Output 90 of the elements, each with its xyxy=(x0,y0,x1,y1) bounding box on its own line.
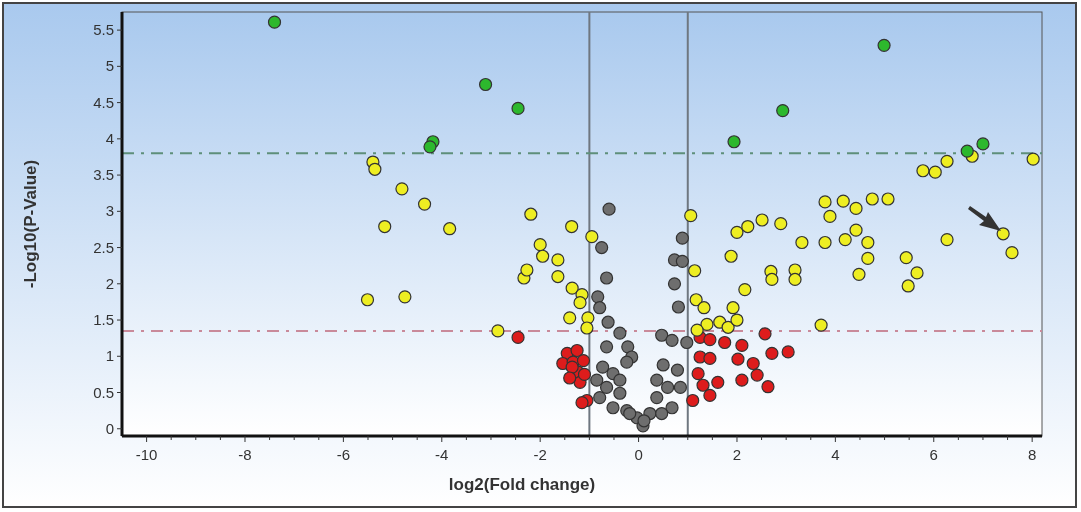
point xyxy=(691,367,705,381)
point xyxy=(602,202,616,216)
point xyxy=(590,373,604,387)
point xyxy=(570,343,584,358)
point xyxy=(781,345,795,359)
point xyxy=(606,401,620,415)
point xyxy=(758,327,772,341)
point xyxy=(675,231,689,245)
point xyxy=(661,380,675,395)
y-tick-label: 4.5 xyxy=(93,93,114,111)
point xyxy=(670,363,685,377)
point xyxy=(655,328,669,342)
point xyxy=(696,378,710,392)
point xyxy=(656,358,670,372)
x-tick-label: 6 xyxy=(929,446,938,463)
point xyxy=(613,373,627,387)
point xyxy=(620,355,634,369)
point xyxy=(511,101,525,115)
point xyxy=(735,373,749,387)
point xyxy=(735,338,749,352)
point xyxy=(650,390,664,405)
point xyxy=(673,380,687,395)
x-tick-label: 8 xyxy=(1027,446,1037,463)
point xyxy=(511,330,525,345)
point xyxy=(563,371,577,385)
y-tick-label: 2 xyxy=(105,274,114,292)
point xyxy=(613,386,627,400)
x-tick-label: 2 xyxy=(732,446,742,463)
point xyxy=(776,103,790,118)
point xyxy=(765,346,779,360)
y-tick-label: 1.5 xyxy=(93,311,114,329)
point xyxy=(637,414,651,428)
point xyxy=(575,396,589,410)
point xyxy=(703,333,717,347)
point xyxy=(423,140,437,154)
point xyxy=(621,340,635,354)
point xyxy=(478,77,493,92)
x-tick-label: -10 xyxy=(135,446,158,463)
point xyxy=(750,368,764,382)
point xyxy=(727,135,741,149)
x-tick-label: -2 xyxy=(533,446,547,463)
y-tick-label: 3.5 xyxy=(93,166,114,184)
point xyxy=(976,137,990,151)
point xyxy=(613,326,627,340)
point xyxy=(680,335,694,350)
point xyxy=(671,300,686,314)
y-tick-label: 5 xyxy=(105,57,114,75)
point xyxy=(746,356,760,371)
y-tick-label: 0.5 xyxy=(93,383,114,401)
point xyxy=(711,375,725,389)
point xyxy=(601,315,615,329)
point xyxy=(665,401,679,415)
point xyxy=(655,406,669,421)
point xyxy=(596,360,610,374)
y-tick-label: 0 xyxy=(105,419,114,437)
point xyxy=(595,240,609,255)
point xyxy=(665,333,679,347)
point xyxy=(667,277,682,291)
point xyxy=(718,335,732,350)
y-tick-label: 3 xyxy=(105,202,114,220)
point xyxy=(267,15,282,29)
point xyxy=(591,290,605,304)
point xyxy=(593,390,607,405)
y-tick-label: 4 xyxy=(105,129,114,147)
y-tick-label: 2.5 xyxy=(93,238,114,256)
point xyxy=(565,360,579,374)
point xyxy=(731,352,745,366)
point xyxy=(576,354,591,368)
point xyxy=(703,351,717,366)
point xyxy=(600,340,614,354)
x-tick-label: -6 xyxy=(336,446,351,463)
point xyxy=(703,388,717,403)
point xyxy=(686,393,700,408)
point xyxy=(761,380,775,394)
point xyxy=(600,380,614,395)
y-tick-label: 1 xyxy=(105,347,114,365)
point xyxy=(600,271,614,285)
x-tick-label: 0 xyxy=(634,446,643,463)
point xyxy=(877,38,891,52)
x-tick-label: 4 xyxy=(831,446,840,463)
x-axis-title: log2(Fold change) xyxy=(448,475,596,494)
point xyxy=(577,367,592,381)
point xyxy=(675,254,689,268)
y-tick-label: 5.5 xyxy=(93,21,114,39)
y-axis-title: -Log10(P-Value) xyxy=(21,159,40,289)
x-tick-label: -8 xyxy=(238,446,252,463)
point xyxy=(593,301,607,315)
x-tick-label: -4 xyxy=(435,446,449,463)
point xyxy=(650,373,664,387)
point xyxy=(960,144,974,158)
